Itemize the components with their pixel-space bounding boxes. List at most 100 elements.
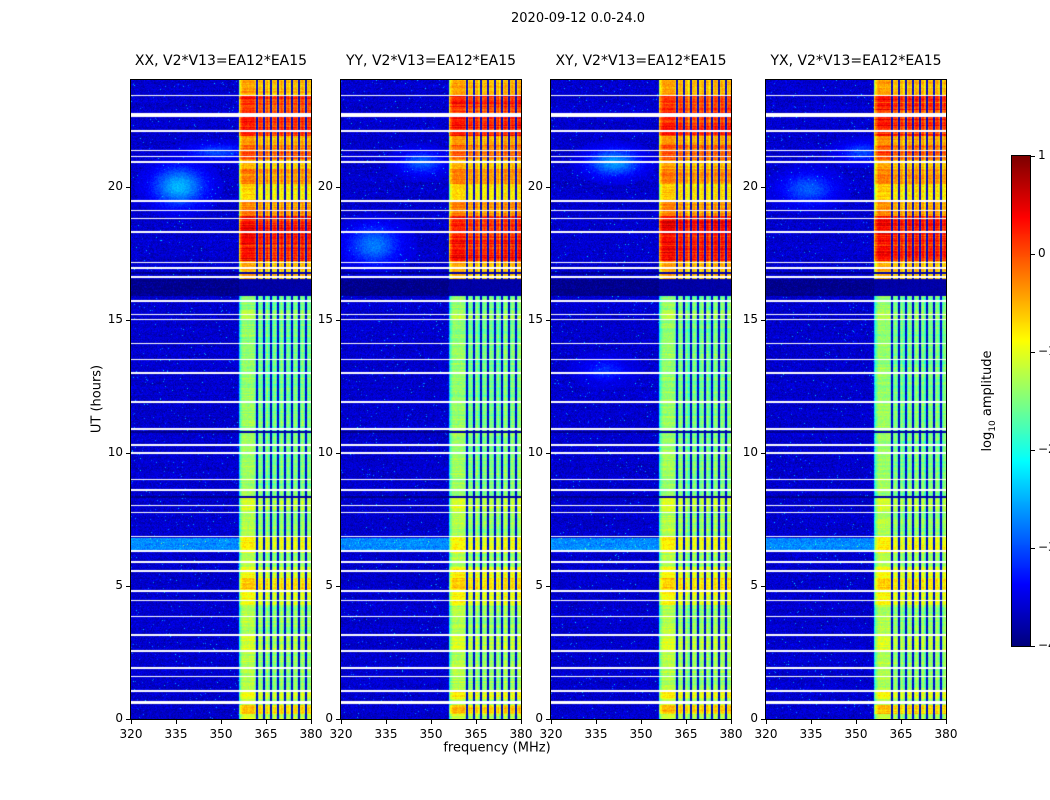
x-tick-label: 365 — [674, 727, 698, 741]
colorbar-tick-mark — [1031, 254, 1035, 255]
x-tick-label: 380 — [299, 727, 323, 741]
x-tick-mark — [431, 720, 432, 724]
x-tick-label: 320 — [539, 727, 563, 741]
y-tick-mark — [126, 585, 130, 587]
y-tick-mark — [546, 719, 550, 720]
y-tick-mark — [546, 319, 550, 321]
y-tick-label: 20 — [742, 178, 758, 193]
y-tick-mark — [126, 319, 130, 321]
y-tick-label: 20 — [527, 178, 543, 193]
colorbar-tick-label: −1 — [1038, 344, 1050, 358]
y-tick-mark — [336, 585, 340, 587]
colorbar-tick-label: −2 — [1038, 442, 1050, 456]
y-tick-label: 5 — [115, 577, 123, 592]
y-tick-mark — [761, 719, 765, 720]
x-tick-mark — [476, 720, 477, 724]
panel-title-yy: YY, V2*V13=EA12*EA15 — [345, 53, 517, 69]
x-tick-mark — [686, 720, 687, 724]
y-tick-mark — [761, 319, 765, 321]
x-tick-mark — [131, 720, 132, 724]
colorbar-tick-label: −4 — [1038, 638, 1050, 652]
y-axis-label: UT (hours) — [89, 364, 105, 434]
y-tick-label: 10 — [527, 444, 543, 459]
x-tick-label: 380 — [719, 727, 743, 741]
x-axis-label: frequency (MHz) — [443, 740, 551, 756]
x-tick-label: 335 — [374, 727, 398, 741]
panel-title-xy: XY, V2*V13=EA12*EA15 — [555, 53, 727, 69]
x-tick-label: 380 — [934, 727, 958, 741]
spectrogram-panel-xy — [550, 79, 732, 720]
y-tick-label: 20 — [317, 178, 333, 193]
x-tick-mark — [221, 720, 222, 724]
x-tick-mark — [341, 720, 342, 724]
y-tick-mark — [761, 452, 765, 454]
spectrogram-panel-xx — [130, 79, 312, 720]
colorbar — [1011, 155, 1031, 647]
y-tick-label: 15 — [107, 311, 123, 326]
x-tick-label: 335 — [799, 727, 823, 741]
colorbar-label-subscript: 10 — [987, 420, 998, 432]
y-tick-label: 10 — [107, 444, 123, 459]
y-tick-label: 15 — [317, 311, 333, 326]
colorbar-tick-label: −3 — [1038, 540, 1050, 554]
colorbar-tick-mark — [1031, 352, 1035, 353]
colorbar-label-prefix: log — [980, 431, 996, 452]
colorbar-tick-mark — [1031, 646, 1035, 647]
y-tick-label: 0 — [115, 711, 123, 725]
x-tick-label: 380 — [509, 727, 533, 741]
x-tick-mark — [176, 720, 177, 724]
x-tick-mark — [551, 720, 552, 724]
x-tick-label: 320 — [754, 727, 778, 741]
y-tick-label: 20 — [107, 178, 123, 193]
x-tick-mark — [641, 720, 642, 724]
spectrogram-panel-yx — [765, 79, 947, 720]
y-tick-label: 15 — [742, 311, 758, 326]
x-tick-mark — [946, 720, 947, 724]
colorbar-tick-label: 0 — [1038, 246, 1046, 260]
y-tick-mark — [336, 452, 340, 454]
spectrogram-panel-yy — [340, 79, 522, 720]
y-tick-mark — [126, 186, 130, 188]
y-tick-label: 5 — [750, 577, 758, 592]
x-tick-mark — [766, 720, 767, 724]
panel-title-yx: YX, V2*V13=EA12*EA15 — [770, 53, 942, 69]
colorbar-tick-label: 1 — [1038, 148, 1046, 162]
y-tick-mark — [126, 719, 130, 720]
x-tick-mark — [596, 720, 597, 724]
y-tick-mark — [546, 452, 550, 454]
x-tick-mark — [811, 720, 812, 724]
x-tick-label: 350 — [629, 727, 653, 741]
x-tick-label: 365 — [464, 727, 488, 741]
x-tick-mark — [856, 720, 857, 724]
x-tick-label: 335 — [164, 727, 188, 741]
x-tick-mark — [901, 720, 902, 724]
y-tick-label: 0 — [535, 711, 543, 725]
x-tick-label: 365 — [254, 727, 278, 741]
x-tick-label: 320 — [119, 727, 143, 741]
colorbar-label-suffix: amplitude — [980, 350, 996, 421]
figure-title: 2020-09-12 0.0-24.0 — [511, 11, 645, 26]
colorbar-label: log10 amplitude — [980, 350, 998, 451]
y-tick-label: 5 — [325, 577, 333, 592]
y-tick-mark — [546, 585, 550, 587]
colorbar-tick-mark — [1031, 450, 1035, 451]
y-tick-mark — [336, 719, 340, 720]
x-tick-label: 350 — [419, 727, 443, 741]
y-tick-mark — [761, 186, 765, 188]
y-tick-label: 15 — [527, 311, 543, 326]
x-tick-mark — [386, 720, 387, 724]
y-tick-mark — [126, 452, 130, 454]
x-tick-mark — [521, 720, 522, 724]
colorbar-tick-mark — [1031, 156, 1035, 157]
panel-title-xx: XX, V2*V13=EA12*EA15 — [134, 53, 308, 69]
colorbar-tick-mark — [1031, 548, 1035, 549]
y-tick-label: 10 — [742, 444, 758, 459]
x-tick-mark — [266, 720, 267, 724]
y-tick-label: 0 — [750, 711, 758, 725]
y-tick-label: 5 — [535, 577, 543, 592]
x-tick-label: 320 — [329, 727, 353, 741]
y-tick-label: 10 — [317, 444, 333, 459]
x-tick-mark — [731, 720, 732, 724]
y-tick-mark — [336, 319, 340, 321]
